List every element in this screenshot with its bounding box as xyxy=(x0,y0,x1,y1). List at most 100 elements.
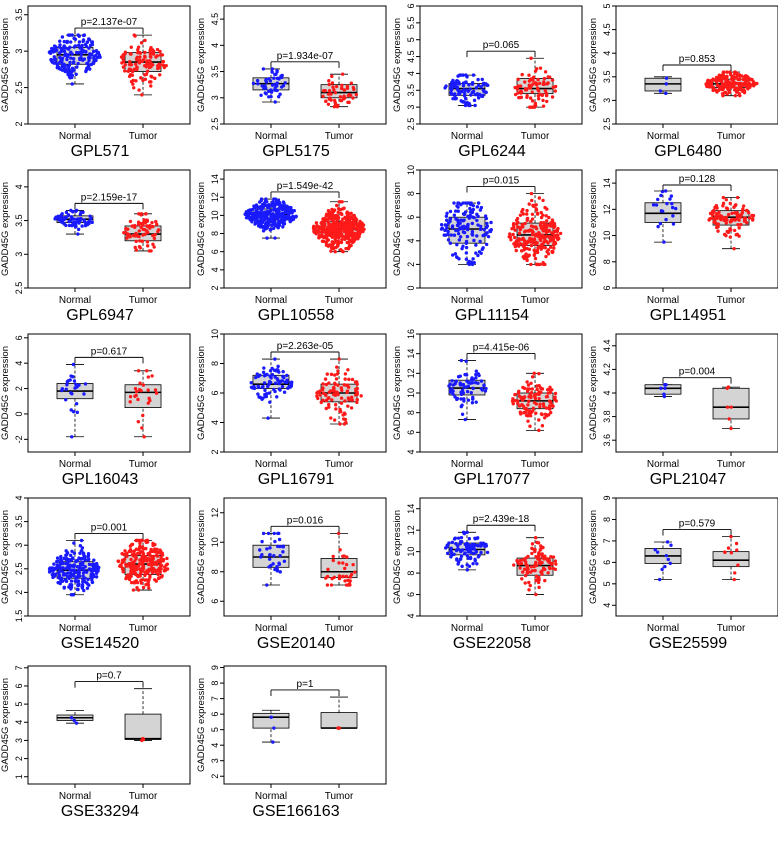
data-point xyxy=(72,563,76,567)
p-value-label: p=0.001 xyxy=(91,522,128,533)
data-point xyxy=(75,565,80,569)
data-point xyxy=(353,570,357,574)
data-point xyxy=(259,215,264,220)
points-tumor xyxy=(704,70,759,98)
data-point xyxy=(274,202,279,206)
data-point xyxy=(278,214,283,218)
data-point xyxy=(353,222,358,227)
data-point xyxy=(143,554,148,559)
data-point xyxy=(458,73,462,77)
data-point xyxy=(746,211,751,215)
data-point xyxy=(336,369,340,373)
data-point xyxy=(517,231,522,235)
data-point xyxy=(63,63,67,67)
data-point xyxy=(660,189,665,194)
data-point xyxy=(87,58,91,63)
data-point xyxy=(470,208,474,213)
data-point xyxy=(535,384,539,388)
data-point xyxy=(544,395,549,399)
data-point xyxy=(334,365,339,369)
y-axis-label: GADD45G expression xyxy=(196,182,207,276)
data-point xyxy=(67,68,72,72)
data-point xyxy=(458,557,463,561)
data-point xyxy=(135,58,139,62)
data-point xyxy=(550,78,555,82)
data-point xyxy=(529,219,533,224)
data-point xyxy=(84,69,88,74)
data-point xyxy=(724,197,728,202)
data-point xyxy=(538,232,542,236)
data-point xyxy=(76,227,81,232)
data-point xyxy=(133,387,138,391)
data-point xyxy=(340,388,344,393)
data-point xyxy=(510,399,515,403)
data-point xyxy=(530,212,535,216)
data-point xyxy=(461,383,465,387)
data-point xyxy=(459,554,464,558)
data-point xyxy=(146,375,151,379)
y-tick-label: 3 xyxy=(602,98,612,103)
data-point xyxy=(526,419,530,423)
data-point xyxy=(128,548,133,552)
data-point xyxy=(346,246,351,251)
data-point xyxy=(480,77,484,82)
data-point xyxy=(449,233,454,237)
data-point xyxy=(444,84,448,88)
data-point xyxy=(149,84,153,88)
data-point xyxy=(128,219,133,224)
data-point xyxy=(126,69,130,73)
data-point xyxy=(335,390,339,395)
data-point xyxy=(725,405,730,409)
data-point xyxy=(664,91,668,96)
data-point xyxy=(76,43,81,48)
data-point xyxy=(280,384,285,389)
data-point xyxy=(728,235,733,239)
panel-caption: GPL6480 xyxy=(654,143,722,160)
data-point xyxy=(534,207,538,211)
data-point xyxy=(143,573,147,578)
data-point xyxy=(525,255,529,259)
data-point xyxy=(518,227,522,232)
data-point xyxy=(164,568,168,572)
data-point xyxy=(651,203,656,207)
data-point xyxy=(146,551,150,556)
data-point xyxy=(658,89,663,93)
data-point xyxy=(326,220,331,225)
data-point xyxy=(66,560,70,564)
data-point xyxy=(335,218,339,223)
data-point xyxy=(726,212,731,217)
data-point xyxy=(71,362,76,367)
y-tick-label: 16 xyxy=(406,329,416,339)
significance-bracket xyxy=(270,525,340,533)
data-point xyxy=(669,194,674,198)
data-point xyxy=(663,564,667,569)
data-point xyxy=(70,69,74,74)
data-point xyxy=(68,582,72,587)
data-point xyxy=(508,235,513,239)
p-value-label: p=0.853 xyxy=(679,54,716,65)
data-point xyxy=(539,570,543,574)
data-point xyxy=(141,736,145,741)
data-point xyxy=(125,554,129,558)
data-point xyxy=(553,89,558,93)
data-point xyxy=(82,588,86,593)
data-point xyxy=(334,235,338,240)
data-point xyxy=(470,82,475,86)
data-point xyxy=(275,88,279,93)
data-point xyxy=(50,48,54,52)
significance-bracket xyxy=(74,681,144,688)
data-point xyxy=(542,416,547,420)
data-point xyxy=(530,237,534,241)
data-point xyxy=(473,103,477,108)
data-point xyxy=(527,411,531,415)
data-point xyxy=(469,201,473,205)
data-point xyxy=(324,393,328,397)
y-tick-label: 7 xyxy=(602,538,612,543)
y-tick-label: 6 xyxy=(602,560,612,565)
data-point xyxy=(334,377,339,381)
data-point xyxy=(455,204,459,208)
data-point xyxy=(347,244,352,248)
data-point xyxy=(511,221,516,226)
data-point xyxy=(516,77,520,82)
